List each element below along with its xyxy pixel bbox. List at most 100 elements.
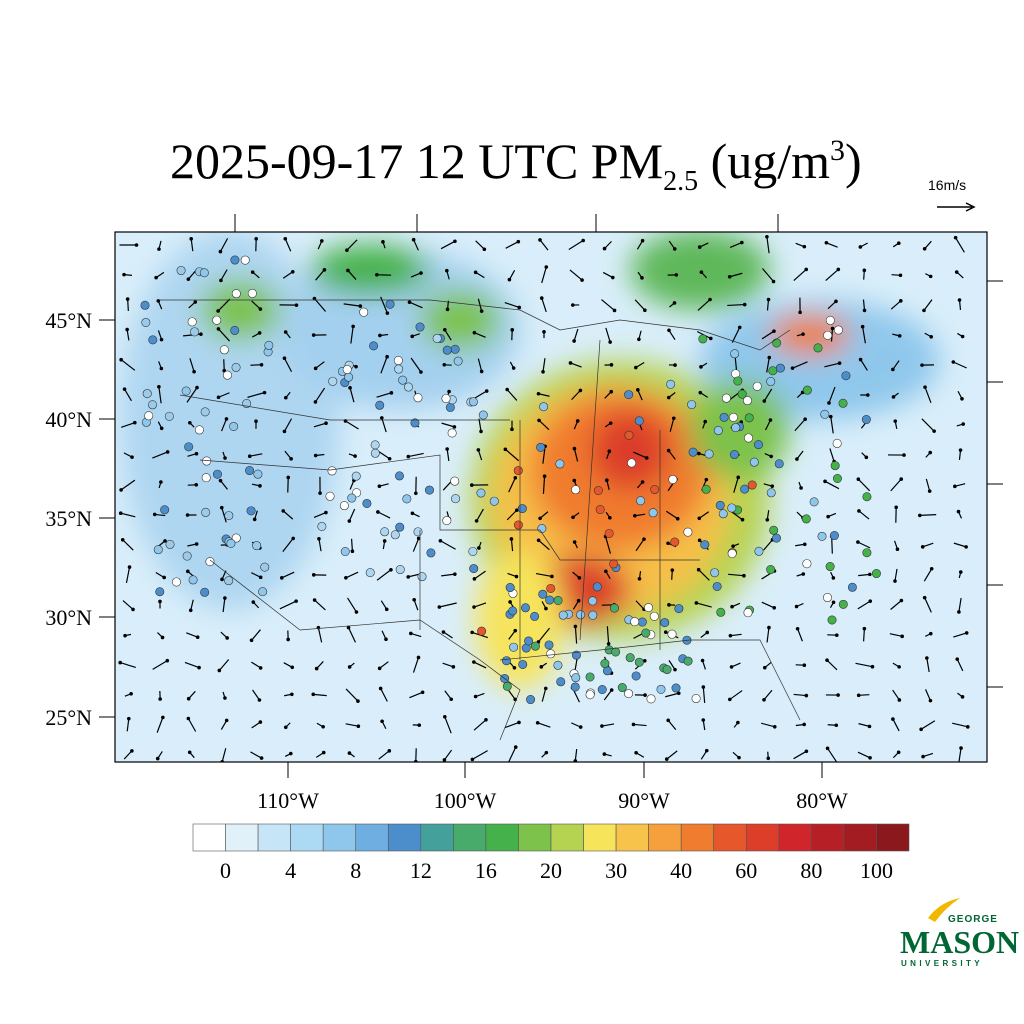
colorbar-label: 20 (540, 858, 562, 883)
wind-arrow-head (186, 277, 191, 281)
wind-arrow-head (516, 239, 521, 244)
wind-arrow-head (701, 685, 706, 689)
site-marker (754, 546, 764, 556)
wind-arrow (857, 541, 871, 549)
colorbar-box (745, 823, 780, 852)
site-marker (240, 255, 250, 265)
site-marker (691, 694, 701, 704)
wind-arrow-head (672, 301, 677, 305)
wind-arrow (892, 360, 900, 370)
colorbar-label: 8 (350, 858, 361, 883)
wind-arrow-head (474, 519, 479, 523)
wind-arrow (473, 661, 487, 669)
site-marker (555, 459, 565, 469)
site-marker (518, 659, 528, 669)
site-marker (841, 371, 851, 381)
wind-arrow-head (376, 510, 380, 514)
site-marker (190, 327, 200, 337)
wind-arrow-head (698, 390, 703, 395)
wind-arrow-head (708, 297, 712, 302)
site-marker (634, 657, 644, 667)
wind-arrow (158, 386, 162, 404)
wind-arrow-head (801, 332, 805, 336)
wind-arrow (347, 270, 357, 280)
wind-arrow-head (199, 332, 203, 336)
wind-arrow-head (414, 491, 418, 496)
wind-arrow-head (834, 633, 839, 637)
wind-arrow-head (765, 517, 770, 522)
site-marker (489, 496, 499, 506)
wind-arrow-head (609, 389, 614, 394)
wind-arrow (317, 627, 323, 643)
wind-arrow (635, 600, 645, 610)
wind-arrow-head (476, 448, 481, 452)
wind-arrow-head (893, 579, 897, 583)
site-marker (451, 494, 461, 504)
wind-arrow-head (281, 509, 286, 513)
site-marker (744, 413, 754, 423)
site-marker (744, 433, 754, 443)
site-marker (212, 315, 222, 325)
site-marker (820, 409, 830, 419)
wind-arrow-head (420, 690, 425, 695)
site-marker (501, 656, 511, 666)
site-marker (441, 394, 451, 404)
wind-arrow-head (514, 574, 519, 579)
wind-arrow-head (790, 366, 795, 370)
wind-arrow-head (419, 271, 423, 275)
wind-arrow-head (542, 330, 546, 334)
wind-arrow-head (133, 420, 137, 425)
wind-arrow (345, 688, 359, 702)
wind-arrow (766, 627, 770, 643)
wind-arrow-head (251, 600, 256, 604)
wind-arrow-head (382, 539, 387, 543)
colorbar: 0 4 8 12 16 20 30 40 60 80 100 (192, 823, 910, 883)
wind-arrow (314, 387, 326, 403)
wind-arrow-head (544, 606, 548, 611)
wind-arrow-head (517, 720, 521, 725)
wind-arrow (348, 508, 356, 522)
site-marker (862, 548, 872, 558)
wind-arrow-head (919, 727, 923, 732)
site-marker (667, 629, 677, 639)
wind-arrow (220, 480, 228, 490)
wind-arrow-head (380, 416, 384, 420)
logo-top: GEORGE (948, 914, 998, 925)
wind-arrow (283, 357, 293, 373)
wind-arrow-head (346, 268, 350, 273)
site-marker (398, 375, 408, 385)
colorbar-box (453, 823, 487, 852)
wind-arrow-head (484, 389, 489, 393)
wind-arrow-head (925, 656, 929, 660)
site-marker (832, 438, 842, 448)
wind-arrow-head (119, 488, 123, 492)
wind-arrow (793, 750, 807, 760)
colorbar-label: 4 (285, 858, 296, 883)
wind-arrow (472, 390, 488, 400)
wind-arrow-head (578, 725, 583, 729)
wind-arrow (281, 571, 295, 579)
colorbar-box (225, 823, 259, 852)
wind-arrow-head (953, 235, 958, 240)
site-marker (713, 426, 723, 436)
wind-arrow-head (257, 698, 262, 702)
wind-arrow-head (314, 666, 319, 671)
wind-arrow (221, 748, 227, 762)
site-marker (749, 457, 759, 467)
wind-arrow (318, 538, 322, 552)
wind-arrow-head (831, 600, 836, 605)
wind-arrow (731, 327, 741, 343)
site-marker (827, 615, 837, 625)
site-marker (670, 537, 680, 547)
wind-arrow-head (479, 309, 484, 313)
wind-arrow-head (891, 395, 896, 399)
wind-arrow-head (568, 361, 573, 365)
wind-arrow-head (837, 361, 842, 365)
wind-arrow-head (864, 455, 869, 460)
wind-arrow (702, 686, 706, 704)
site-marker (252, 541, 262, 551)
site-marker (704, 449, 714, 459)
wind-arrow (573, 328, 579, 342)
wind-arrow-head (472, 330, 477, 335)
